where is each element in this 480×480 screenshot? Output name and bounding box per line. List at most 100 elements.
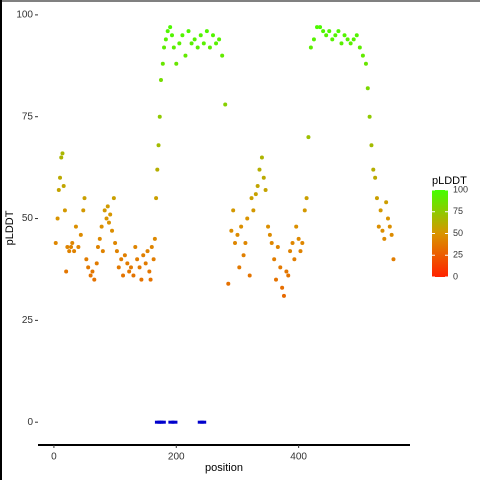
point	[378, 208, 383, 213]
point	[137, 265, 142, 270]
point	[95, 245, 100, 250]
point	[113, 240, 118, 245]
y-axis-label: pLDDT	[4, 210, 16, 245]
point	[261, 175, 266, 180]
point	[186, 29, 191, 34]
point	[357, 45, 362, 50]
point	[253, 192, 258, 197]
point	[223, 102, 228, 107]
point	[154, 196, 159, 201]
point	[251, 208, 256, 213]
point	[155, 167, 160, 172]
point	[391, 257, 396, 262]
point	[306, 135, 311, 140]
point	[129, 265, 133, 270]
point	[163, 37, 168, 42]
point	[73, 224, 78, 229]
point	[152, 236, 157, 241]
point	[122, 253, 127, 258]
point	[217, 37, 222, 42]
point	[298, 249, 303, 254]
point	[88, 273, 93, 278]
legend-tick-label: 100	[453, 184, 468, 194]
point	[263, 188, 268, 193]
point	[195, 45, 200, 50]
point	[55, 216, 60, 221]
point	[257, 167, 262, 172]
point	[56, 188, 61, 193]
point	[214, 41, 219, 46]
y-tick-label: 25	[22, 315, 34, 326]
point	[59, 155, 64, 160]
y-tick-label: 100	[16, 10, 33, 21]
point	[180, 33, 185, 38]
y-tick-label: 0	[27, 417, 33, 428]
point	[131, 273, 136, 278]
point	[127, 269, 132, 274]
point	[315, 25, 319, 30]
point	[169, 33, 174, 38]
point	[226, 281, 231, 286]
x-tick-label: 400	[290, 452, 307, 463]
x-tick-label: 200	[168, 452, 185, 463]
point	[201, 41, 206, 46]
point	[106, 220, 111, 225]
point	[294, 224, 299, 229]
point	[105, 204, 110, 209]
point	[249, 196, 254, 201]
point	[72, 249, 77, 254]
point	[139, 277, 144, 282]
point	[114, 249, 119, 254]
point	[97, 236, 102, 241]
point	[266, 224, 271, 229]
point	[333, 33, 338, 38]
point	[210, 33, 215, 38]
point	[354, 33, 359, 38]
point	[60, 151, 65, 156]
point	[151, 257, 156, 262]
point	[389, 232, 394, 237]
point	[162, 45, 167, 50]
point	[110, 228, 115, 233]
point	[339, 41, 344, 46]
point	[380, 228, 385, 233]
point	[245, 216, 250, 221]
point	[65, 245, 70, 250]
point	[233, 240, 238, 245]
point	[149, 245, 154, 250]
legend-title: pLDDT	[432, 175, 467, 187]
point	[321, 29, 326, 34]
marker	[171, 420, 178, 424]
point	[198, 33, 203, 38]
point	[81, 208, 86, 213]
point	[278, 265, 283, 270]
point	[82, 196, 87, 201]
point	[292, 257, 297, 262]
point	[92, 277, 97, 282]
point	[296, 236, 301, 241]
point	[53, 240, 58, 245]
point	[141, 253, 146, 258]
point	[78, 232, 83, 237]
marker	[168, 420, 175, 424]
point	[102, 208, 107, 213]
point	[280, 285, 285, 290]
point	[384, 200, 389, 205]
point	[90, 269, 95, 274]
point	[94, 261, 99, 266]
point	[373, 175, 378, 180]
point	[241, 253, 246, 258]
point	[365, 86, 370, 91]
point	[318, 25, 323, 30]
point	[247, 273, 252, 278]
point	[239, 224, 244, 229]
y-tick-label: 75	[22, 111, 34, 122]
point	[145, 249, 150, 254]
point	[189, 41, 194, 46]
point	[133, 245, 138, 250]
point	[69, 245, 74, 250]
point	[255, 183, 260, 188]
point	[304, 196, 309, 201]
point	[385, 216, 390, 221]
point	[64, 269, 69, 274]
